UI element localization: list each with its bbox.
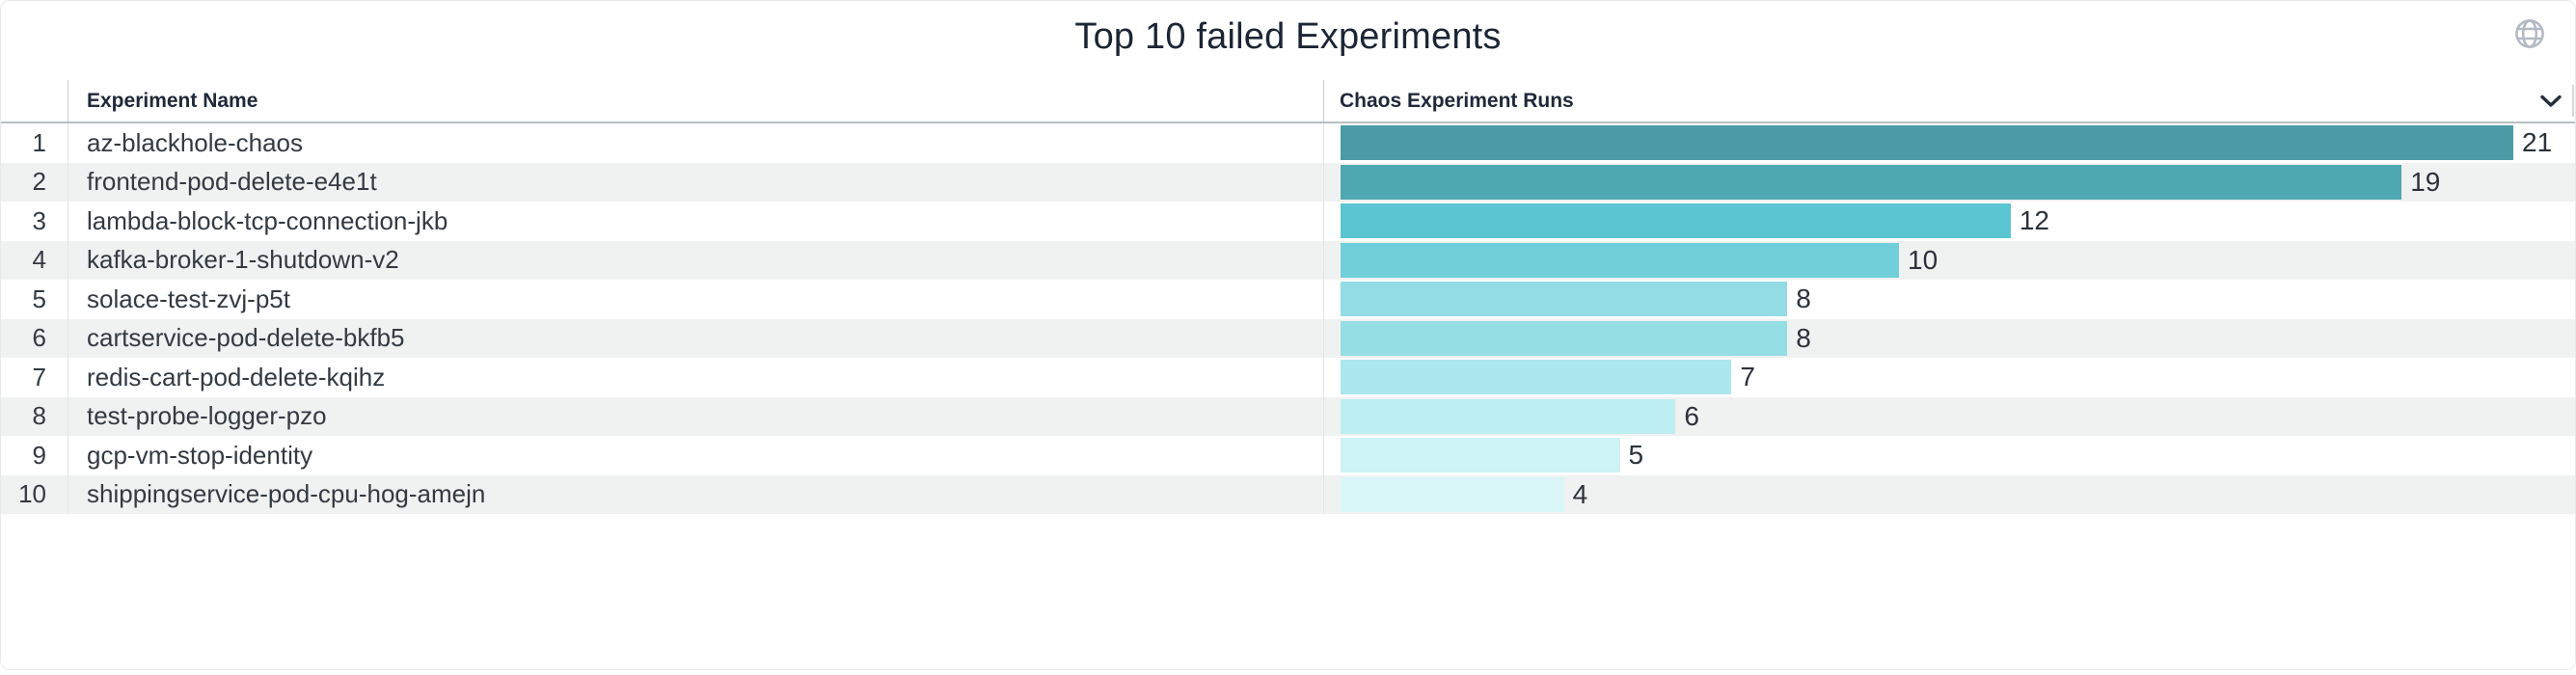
table-row: 3 lambda-block-tcp-connection-jkb 12	[1, 202, 2575, 241]
row-rank: 6	[1, 318, 68, 358]
runs-bar-cell: 6	[1324, 397, 2575, 437]
runs-bar-cell: 19	[1324, 163, 2575, 202]
experiment-name-cell: redis-cart-pod-delete-kqihz	[68, 358, 1324, 397]
row-rank: 4	[1, 240, 68, 280]
runs-bar-cell: 12	[1324, 202, 2575, 241]
experiment-name-header-label: Experiment Name	[87, 89, 258, 112]
panel-header: Top 10 failed Experiments	[1, 1, 2575, 80]
table-row: 7 redis-cart-pod-delete-kqihz 7	[1, 358, 2575, 397]
row-rank: 7	[1, 358, 68, 397]
experiment-name-cell: gcp-vm-stop-identity	[68, 436, 1324, 475]
runs-bar	[1341, 360, 1732, 395]
table-row: 4 kafka-broker-1-shutdown-v2 10	[1, 240, 2575, 281]
runs-value-label: 12	[2019, 205, 2049, 236]
globe-icon[interactable]	[2513, 17, 2546, 50]
runs-bar	[1341, 398, 1676, 434]
table-row: 2 frontend-pod-delete-e4e1t 19	[1, 162, 2575, 202]
runs-value-label: 8	[1796, 284, 1811, 314]
runs-value-label: 8	[1796, 322, 1811, 353]
runs-bar	[1341, 282, 1788, 317]
runs-value-label: 19	[2410, 166, 2441, 197]
runs-bar	[1341, 476, 1564, 512]
table-header-row: Experiment Name Chaos Experiment Runs	[1, 80, 2575, 123]
table-row: 10 shippingservice-pod-cpu-hog-amejn 4	[1, 474, 2575, 515]
runs-value-label: 5	[1628, 440, 1644, 471]
runs-bar-cell: 21	[1324, 123, 2575, 163]
table-row: 8 test-probe-logger-pzo 6	[1, 396, 2575, 437]
runs-value-label: 4	[1572, 478, 1588, 509]
header-right-divider	[2572, 85, 2574, 117]
table-row: 9 gcp-vm-stop-identity 5	[1, 436, 2575, 475]
runs-bar	[1341, 203, 2011, 239]
row-rank: 8	[1, 396, 68, 436]
runs-value-label: 6	[1684, 400, 1699, 431]
experiment-name-cell: shippingservice-pod-cpu-hog-amejn	[68, 474, 1324, 514]
runs-value-label: 7	[1740, 362, 1755, 392]
runs-value-label: 10	[1908, 244, 1939, 275]
runs-value-label: 21	[2522, 127, 2553, 158]
row-rank: 1	[1, 123, 68, 163]
experiment-name-cell: solace-test-zvj-p5t	[68, 280, 1324, 319]
runs-bar-cell: 5	[1324, 436, 2575, 475]
experiment-name-cell: frontend-pod-delete-e4e1t	[68, 162, 1324, 202]
page-title: Top 10 failed Experiments	[1074, 16, 1502, 57]
runs-bar	[1341, 164, 2402, 200]
experiment-name-cell: kafka-broker-1-shutdown-v2	[68, 240, 1324, 280]
chaos-runs-header-label: Chaos Experiment Runs	[1340, 89, 1574, 112]
runs-bar	[1341, 320, 1788, 356]
experiment-name-cell: test-probe-logger-pzo	[68, 396, 1324, 436]
experiment-name-cell: cartservice-pod-delete-bkfb5	[68, 318, 1324, 358]
row-rank: 2	[1, 162, 68, 202]
runs-bar-cell: 8	[1324, 319, 2575, 359]
row-rank: 10	[1, 474, 68, 514]
table-body: 1 az-blackhole-chaos 21 2 frontend-pod-delet…	[1, 123, 2575, 514]
chevron-down-icon[interactable]	[2540, 94, 2562, 107]
table-row: 5 solace-test-zvj-p5t 8	[1, 280, 2575, 319]
row-rank: 3	[1, 202, 68, 241]
table-row: 6 cartservice-pod-delete-bkfb5 8	[1, 318, 2575, 359]
runs-bar-cell: 7	[1324, 358, 2575, 397]
table-row: 1 az-blackhole-chaos 21	[1, 123, 2575, 163]
runs-bar-cell: 4	[1324, 475, 2575, 515]
runs-bar	[1341, 438, 1620, 473]
runs-bar	[1341, 125, 2513, 161]
rank-column-header	[1, 80, 68, 122]
experiment-name-cell: az-blackhole-chaos	[68, 123, 1324, 163]
row-rank: 5	[1, 280, 68, 319]
runs-bar-cell: 10	[1324, 241, 2575, 281]
runs-bar-cell: 8	[1324, 280, 2575, 319]
runs-bar	[1341, 242, 1900, 278]
column-header-chaos-experiment-runs[interactable]: Chaos Experiment Runs	[1324, 80, 2575, 122]
experiment-name-cell: lambda-block-tcp-connection-jkb	[68, 202, 1324, 241]
column-header-experiment-name[interactable]: Experiment Name	[68, 80, 1324, 122]
row-rank: 9	[1, 436, 68, 475]
